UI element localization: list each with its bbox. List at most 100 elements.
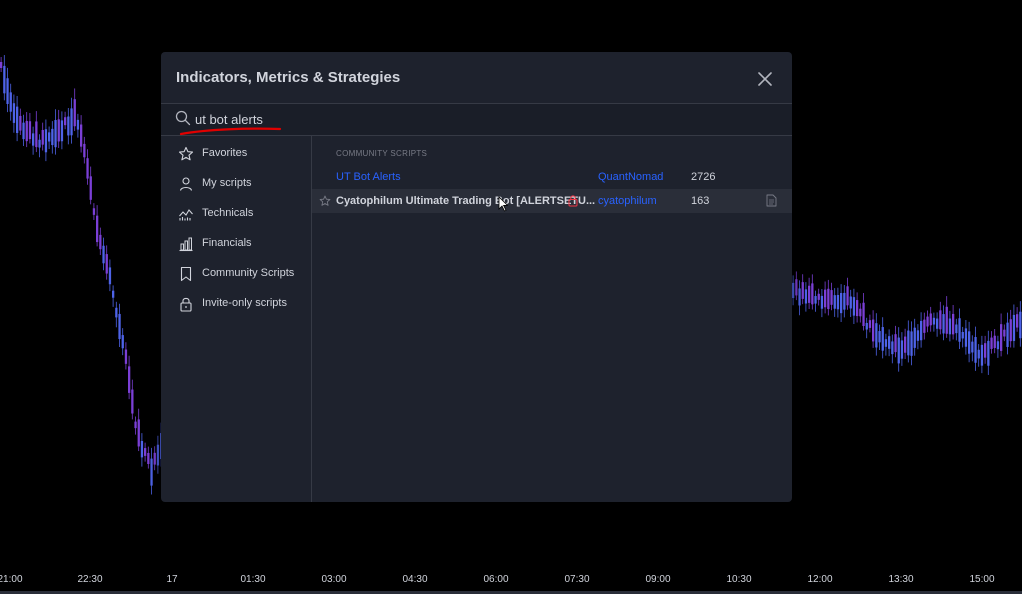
candle-body (942, 314, 945, 334)
candle-body (131, 389, 134, 414)
candle-body (955, 324, 958, 334)
candle-body (28, 121, 32, 140)
candle-body (820, 295, 824, 309)
sidebar-item-label: My scripts (202, 177, 252, 189)
candle-body (910, 331, 913, 356)
candle-body (1003, 329, 1006, 337)
candle-body (80, 124, 83, 147)
time-label: 01:30 (240, 574, 266, 585)
candle-body (41, 130, 44, 145)
result-row-ut-bot-alerts[interactable]: UT Bot Alerts QuantNomad 2726 (312, 165, 792, 189)
search-icon (175, 110, 191, 126)
candle-body (836, 294, 840, 310)
sidebar-item-technicals[interactable]: Technicals (161, 199, 311, 229)
sidebar-item-label: Invite-only scripts (202, 297, 287, 309)
candle-body (817, 293, 820, 300)
script-author[interactable]: QuantNomad (598, 171, 664, 183)
time-label: 09:00 (645, 574, 671, 585)
bottom-scrollbar[interactable] (0, 591, 1022, 594)
candle-body (792, 282, 795, 299)
candle-body (22, 122, 25, 140)
candle-body (833, 295, 836, 309)
candle-body (993, 335, 996, 348)
time-label: 03:00 (321, 574, 347, 585)
time-label: 21:00 (0, 574, 23, 585)
candle-body (3, 65, 6, 94)
candle-body (926, 316, 929, 327)
candle-body (990, 337, 993, 349)
time-label: 06:00 (483, 574, 509, 585)
candle-body (54, 120, 57, 148)
sidebar-item-community-scripts[interactable]: Community Scripts (161, 259, 311, 289)
sidebar-item-label: Favorites (202, 147, 248, 159)
lock-icon (568, 195, 578, 207)
candle-body (92, 208, 96, 215)
candle-body (958, 318, 961, 342)
candle-body (804, 289, 808, 304)
candle-body (67, 116, 70, 136)
candle-body (868, 320, 872, 328)
search-input[interactable] (195, 108, 755, 130)
script-name[interactable]: UT Bot Alerts (336, 171, 401, 183)
candle-body (102, 245, 105, 264)
time-label: 17 (166, 574, 178, 585)
time-label: 10:30 (726, 574, 752, 585)
time-label: 22:30 (77, 574, 103, 585)
candle-body (1012, 314, 1016, 341)
candle-body (64, 117, 67, 126)
candle-body (872, 319, 875, 342)
candle-body (105, 254, 108, 274)
candle-body (980, 344, 984, 366)
candle-body (830, 290, 833, 305)
dialog-title: Indicators, Metrics & Strategies (176, 69, 401, 86)
lock-icon (180, 297, 192, 312)
candle-body (108, 267, 112, 285)
candle-body (83, 143, 86, 158)
candle-body (900, 340, 904, 359)
sidebar-item-label: Technicals (202, 207, 254, 219)
candle-body (968, 331, 971, 354)
candle-body (134, 421, 137, 429)
sidebar-item-financials[interactable]: Financials (161, 229, 311, 259)
candle-body (96, 215, 99, 243)
candle-body (801, 282, 804, 299)
sidebar-item-invite-only-scripts[interactable]: Invite-only scripts (161, 289, 311, 319)
candle-body (916, 330, 920, 341)
candle-body (808, 285, 811, 303)
candle-body (25, 120, 28, 142)
candle-body (862, 302, 865, 326)
sidebar-item-my-scripts[interactable]: My scripts (161, 169, 311, 199)
star-icon[interactable] (319, 195, 331, 207)
source-code-icon[interactable] (766, 194, 777, 207)
search-bar (161, 103, 792, 136)
candle-body (144, 448, 147, 456)
close-button[interactable] (753, 67, 777, 91)
dialog-header: Indicators, Metrics & Strategies (161, 52, 792, 103)
mouse-cursor (498, 196, 508, 212)
sidebar-item-favorites[interactable]: Favorites (161, 139, 311, 169)
candle-body (849, 296, 852, 309)
red-underline-annotation (179, 127, 282, 136)
script-author[interactable]: cyatophilum (598, 195, 657, 207)
sidebar-item-label: Financials (202, 237, 252, 249)
candle-body (907, 330, 910, 356)
time-label: 04:30 (402, 574, 428, 585)
candle-body (44, 129, 48, 153)
candle-body (51, 128, 54, 146)
sidebar-item-label: Community Scripts (202, 267, 295, 279)
candle-body (0, 62, 3, 68)
script-name[interactable]: Cyatophilum Ultimate Trading Bot [ALERTS… (336, 195, 596, 207)
time-label: 13:30 (888, 574, 914, 585)
result-row-cyatophilum[interactable]: Cyatophilum Ultimate Trading Bot [ALERTS… (312, 189, 792, 213)
candle-body (147, 452, 150, 465)
candle-body (6, 78, 9, 104)
candle-body (38, 139, 41, 148)
candle-body (112, 290, 115, 298)
candle-body (12, 103, 16, 123)
candle-body (124, 349, 128, 364)
candle-body (798, 288, 801, 306)
time-label: 12:00 (807, 574, 833, 585)
candle-body (929, 313, 932, 326)
results-panel: COMMUNITY SCRIPTS UT Bot Alerts QuantNom… (312, 136, 792, 502)
